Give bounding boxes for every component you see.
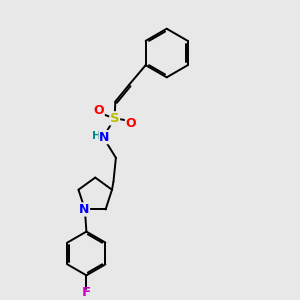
Text: H: H xyxy=(92,131,101,141)
Text: N: N xyxy=(79,203,89,216)
Text: O: O xyxy=(94,104,104,117)
Text: O: O xyxy=(125,117,136,130)
Text: N: N xyxy=(99,131,110,144)
Text: S: S xyxy=(110,112,119,125)
Text: F: F xyxy=(82,286,91,299)
